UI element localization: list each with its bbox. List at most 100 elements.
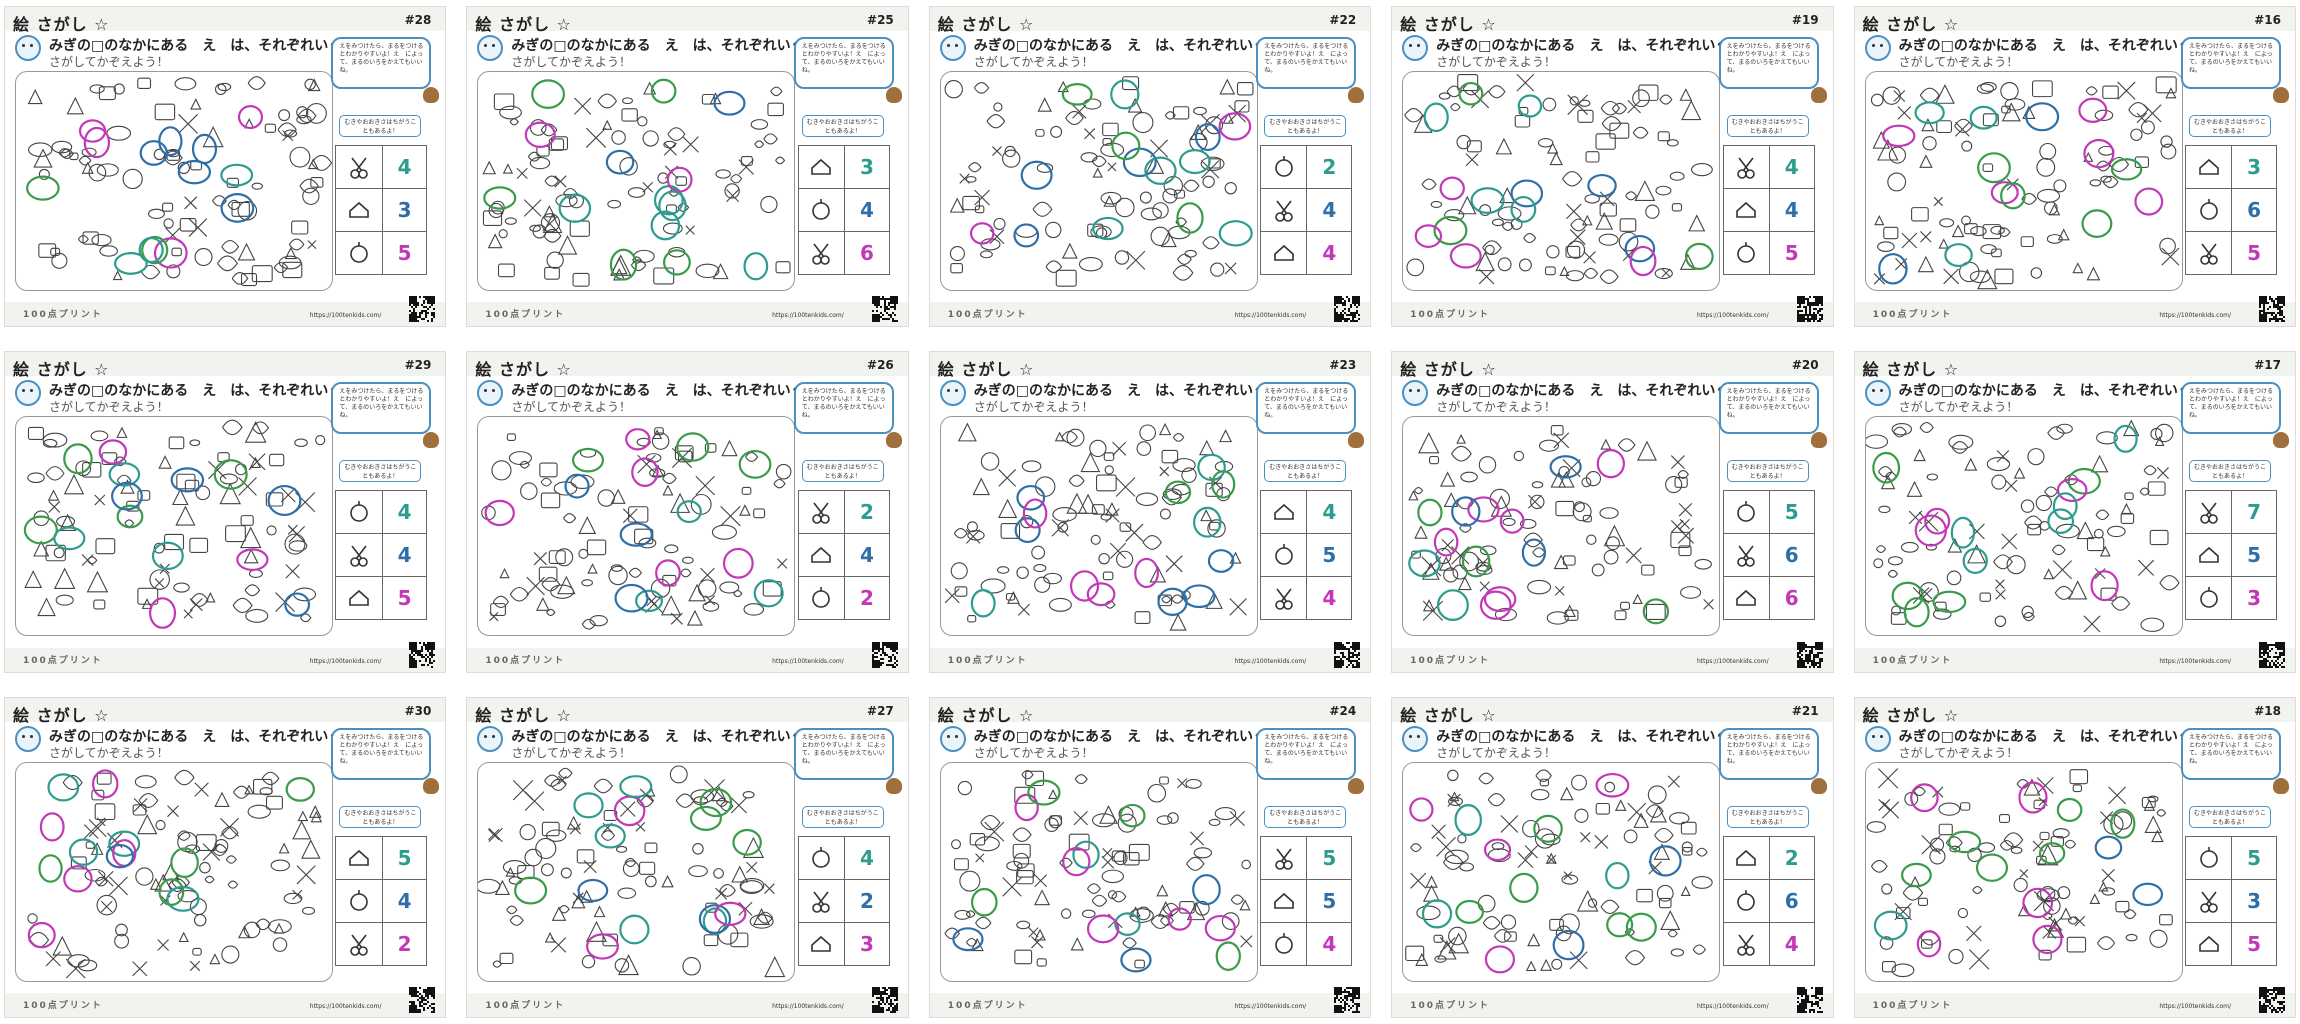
subtitle-text: さがしてかぞえよう！ (49, 745, 169, 760)
doodle-icon (166, 264, 181, 279)
site-url[interactable]: https://100tenkids.com/ (772, 1003, 844, 1010)
puzzle-illustration (478, 765, 786, 977)
site-url[interactable]: https://100tenkids.com/ (772, 312, 844, 320)
answer-circle (1881, 124, 1916, 148)
doodle-icon (282, 130, 294, 142)
doodle-icon (1569, 950, 1588, 969)
site-url[interactable]: https://100tenkids.com/ (1696, 657, 1769, 665)
doodle-icon (2148, 929, 2168, 948)
doodle-icon (1000, 523, 1020, 540)
site-url[interactable]: https://100tenkids.com/ (772, 657, 844, 665)
doodle-icon (1517, 851, 1534, 868)
answer-circle (1433, 527, 1459, 557)
marker-icon (1275, 544, 1293, 566)
mascot-face-icon (15, 35, 41, 61)
doodle-icon (52, 935, 73, 956)
doodle-icon (1888, 146, 1906, 164)
site-url[interactable]: https://100tenkids.com/ (1696, 1003, 1769, 1010)
doodle-icon (2156, 467, 2169, 480)
doodle-icon (1082, 98, 1102, 110)
site-url[interactable]: https://100tenkids.com/ (309, 312, 382, 320)
doodle-icon (1679, 88, 1693, 101)
doodle-icon (678, 450, 693, 463)
owl-icon (423, 87, 440, 103)
answer-icon-cell (1722, 490, 1770, 535)
qr-code-icon (871, 296, 898, 323)
doodle-icon (2127, 102, 2148, 118)
puzzle-illustration (26, 76, 332, 287)
doodle-icon (637, 116, 648, 127)
doodle-icon (2095, 509, 2109, 521)
doodle-icon (731, 796, 748, 814)
doodle-icon (608, 566, 629, 586)
doodle-icon (2150, 829, 2164, 842)
doodle-icon (1660, 909, 1681, 930)
doodle-icon (1159, 508, 1171, 520)
doodle-icon (2051, 545, 2066, 556)
doodle-icon (1918, 154, 1933, 168)
doodle-icon (265, 795, 283, 810)
doodle-icon (38, 243, 57, 258)
doodle-icon (1585, 471, 1602, 487)
doodle-icon (1986, 457, 2010, 472)
doodle-icon (2099, 175, 2112, 183)
doodle-icon (1559, 913, 1581, 934)
doodle-icon (179, 217, 197, 232)
doodle-icon (1672, 203, 1683, 212)
site-url[interactable]: https://100tenkids.com/ (1234, 312, 1307, 320)
doodle-icon (1030, 935, 1044, 949)
doodle-icon (1031, 545, 1045, 560)
doodle-icon (158, 455, 172, 470)
brand-logo: 100点プリント (947, 310, 1028, 321)
site-url[interactable]: https://100tenkids.com/ (309, 1003, 382, 1010)
answer-icon-cell (797, 231, 846, 275)
answer-icon-cell (1260, 231, 1308, 275)
doodle-icon (291, 220, 309, 235)
doodle-icon (524, 199, 542, 217)
whale-icon (811, 547, 832, 564)
doodle-icon (266, 525, 277, 536)
doodle-icon (265, 492, 284, 507)
doodle-icon (1615, 798, 1627, 811)
doodle-icon (77, 959, 98, 972)
doodle-icon (1021, 769, 1034, 780)
speech-bubble: えをみつけたら、まるをつけるとわかりやすいよ！え によって、まるのいろをかえても… (1718, 727, 1819, 780)
doodle-icon (1680, 885, 1691, 896)
site-url[interactable]: https://100tenkids.com/ (309, 657, 382, 665)
doodle-icon (764, 955, 786, 977)
doodle-icon (1625, 191, 1638, 201)
doodle-icon (280, 487, 296, 503)
doodle-icon (1925, 544, 1937, 551)
doodle-icon (2013, 877, 2028, 892)
doodle-icon (1887, 556, 1903, 566)
doodle-icon (63, 474, 85, 495)
puzzle-area (939, 71, 1258, 291)
doodle-icon (292, 889, 303, 900)
answer-circle (2046, 508, 2074, 535)
doodle-icon (1625, 547, 1642, 564)
site-url[interactable]: https://100tenkids.com/ (1696, 312, 1769, 320)
site-url[interactable]: https://100tenkids.com/ (2159, 657, 2231, 665)
worksheet-card: 絵 さがし ☆ #23 みぎの□のなかにある え は、それぞれいくつあるかな？ さがし… (928, 351, 1372, 673)
doodle-icon (642, 130, 660, 147)
site-url[interactable]: https://100tenkids.com/ (1234, 657, 1307, 665)
header-band (1392, 697, 1833, 722)
doodle-icon (688, 584, 707, 602)
doodle-icon (1199, 509, 1212, 522)
site-url[interactable]: https://100tenkids.com/ (1234, 1003, 1307, 1010)
subtitle-text: さがしてかぞえよう！ (1436, 55, 1556, 69)
answer-circle (220, 163, 254, 187)
answer-row: 4 (335, 145, 428, 189)
doodle-icon (1553, 432, 1570, 449)
answer-icon-cell (2184, 490, 2233, 535)
answer-circle (1470, 187, 1505, 214)
site-url[interactable]: https://100tenkids.com/ (2159, 312, 2231, 320)
answer-count: 2 (1768, 835, 1815, 880)
answer-circle (139, 140, 168, 166)
answer-circle (1197, 454, 1226, 482)
doodle-icon (2043, 486, 2058, 498)
doodle-icon (1127, 97, 1143, 113)
site-url[interactable]: https://100tenkids.com/ (2159, 1003, 2231, 1010)
footer-band (1392, 302, 1833, 327)
doodle-icon (1681, 821, 1697, 835)
